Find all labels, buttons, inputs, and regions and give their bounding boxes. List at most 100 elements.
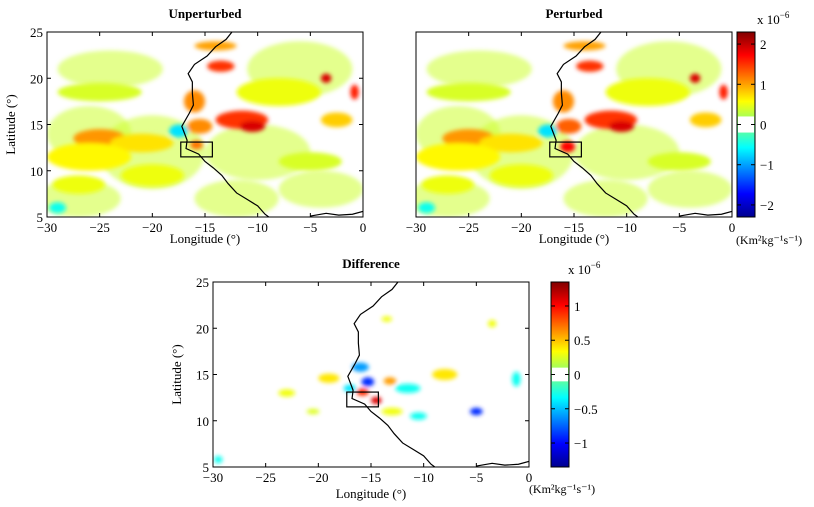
panel-perturbed: Perturbed −30 −25 −20 −15 −10 −5 0 Longitude (… — [406, 6, 736, 246]
heatmap-blob — [350, 84, 359, 100]
x-axis-label: Longitude (°) — [539, 231, 610, 246]
box-outline — [180, 141, 213, 158]
y-tick-label: 5 — [37, 210, 44, 225]
heatmap-blob — [169, 124, 189, 138]
colorbar-ticks: 1 0.5 0 −0.5 −1 — [551, 299, 598, 451]
colorbar-white-band — [552, 367, 568, 382]
heatmap-blob — [214, 455, 223, 464]
colorbar-top: x 10−6 2 1 0 −1 −2 (Km²kg⁻¹s⁻¹) — [736, 10, 802, 247]
colorbar-multiplier: x 10−6 — [568, 260, 601, 277]
heatmap-blob — [416, 143, 501, 171]
colorbar-ticks: 2 1 0 −1 −2 — [737, 37, 774, 213]
heatmap-blob — [556, 118, 582, 134]
x-axis-label: Longitude (°) — [170, 231, 241, 246]
x-axis-label: Longitude (°) — [336, 486, 407, 501]
y-axis-label: Latitude (°) — [3, 94, 18, 154]
heatmap-blob — [52, 175, 105, 194]
heatmap-blob — [647, 152, 711, 171]
coastline — [181, 32, 363, 217]
heatmap-blob — [381, 407, 403, 416]
heatmap-blob — [689, 112, 722, 128]
x-tick-label: −10 — [616, 220, 636, 235]
x-tick-label: 0 — [729, 220, 736, 235]
heatmap-blob — [187, 118, 213, 134]
field-wash — [57, 50, 163, 88]
heatmap-blob — [719, 84, 728, 100]
heatmap-blob — [552, 90, 574, 113]
coastline-path — [550, 32, 639, 217]
heatmap-blob — [538, 124, 558, 138]
heatmap-blob — [371, 396, 382, 405]
x-tick-label: −30 — [203, 470, 223, 485]
target-box — [549, 141, 582, 158]
heatmap-blob — [418, 202, 435, 214]
panel-title-unperturbed: Unperturbed — [169, 6, 243, 21]
colorbar-tick-label: 2 — [760, 37, 767, 52]
heatmap-blob — [605, 78, 690, 106]
heatmap-blob — [110, 133, 174, 153]
heatmap-blob — [306, 408, 320, 415]
heatmap-blob — [47, 143, 132, 171]
heatmap-blob — [278, 152, 342, 171]
y-tick-label: 5 — [203, 460, 210, 475]
heatmap-blob — [426, 82, 511, 102]
heatmap-blob — [383, 377, 397, 385]
x-tick-label: 0 — [360, 220, 367, 235]
x-tick-label: −25 — [89, 220, 109, 235]
x-axis-ticks: −30 −25 −20 −15 −10 −5 0 — [203, 282, 532, 485]
heatmap-blob — [236, 78, 321, 106]
target-box — [180, 141, 213, 158]
heatmap-blob — [470, 407, 483, 416]
heatmap-blob — [183, 90, 205, 113]
plot-frame — [212, 281, 530, 468]
x-tick-label: −15 — [564, 220, 584, 235]
heatmap-blob — [361, 377, 375, 387]
heatmap-blob — [49, 202, 66, 214]
x-tick-label: −25 — [255, 470, 275, 485]
x-tick-label: −20 — [308, 470, 328, 485]
box-outline — [549, 141, 582, 158]
coastline-path — [679, 210, 732, 217]
field-wash — [278, 170, 363, 208]
field-wash — [574, 124, 680, 180]
colorbar-tick-label: −0.5 — [574, 402, 598, 417]
x-tick-label: 0 — [526, 470, 533, 485]
field-wash — [194, 180, 279, 217]
heatmap-blob — [239, 120, 266, 132]
y-tick-label: 10 — [196, 414, 209, 429]
field-wash — [647, 170, 732, 208]
heatmap-field — [416, 41, 732, 217]
x-tick-label: −25 — [458, 220, 478, 235]
heatmap-blob — [560, 141, 576, 153]
colorbar-tick-label: 0 — [574, 368, 581, 383]
field-wash — [563, 180, 648, 217]
heatmap-blob — [352, 362, 369, 372]
panel-difference: Difference −30 −25 −20 −15 −10 −5 0 510152025 … — [169, 256, 532, 501]
heatmap-blob — [207, 60, 235, 72]
x-tick-label: −10 — [247, 220, 267, 235]
y-tick-label: 15 — [196, 368, 209, 383]
colorbar-units: (Km²kg⁻¹s⁻¹) — [529, 482, 595, 496]
field-wash — [426, 50, 532, 88]
colorbar-bottom: x 10−6 1 0.5 0 −0.5 −1 (Km²kg⁻¹s⁻¹) — [529, 260, 601, 496]
coastline-path — [310, 210, 363, 217]
colorbar-tick-label: 0.5 — [574, 333, 590, 348]
colorbar-multiplier: x 10−6 — [757, 10, 790, 27]
colorbar-tick-label: −1 — [760, 158, 774, 173]
field-wash — [204, 124, 311, 180]
x-axis-ticks: −30 −25 −20 −15 −10 −5 0 — [37, 32, 366, 235]
panel-title-difference: Difference — [342, 256, 400, 271]
heatmap-blob — [120, 164, 184, 187]
panel-unperturbed: Unperturbed −30 −25 −20 −15 −10 −5 0 5 10 15 20 25… — [3, 6, 366, 246]
heatmap-blob — [278, 389, 296, 397]
colorbar-tick-label: 1 — [760, 77, 767, 92]
coastline-path — [476, 460, 529, 467]
colorbar-units: (Km²kg⁻¹s⁻¹) — [736, 233, 802, 247]
box-outline — [346, 391, 379, 408]
x-tick-label: −30 — [37, 220, 57, 235]
x-tick-label: −5 — [672, 220, 686, 235]
colorbar-tick-label: 0 — [760, 118, 767, 133]
heatmap-blob — [487, 319, 497, 328]
heatmap-blob — [57, 82, 142, 102]
